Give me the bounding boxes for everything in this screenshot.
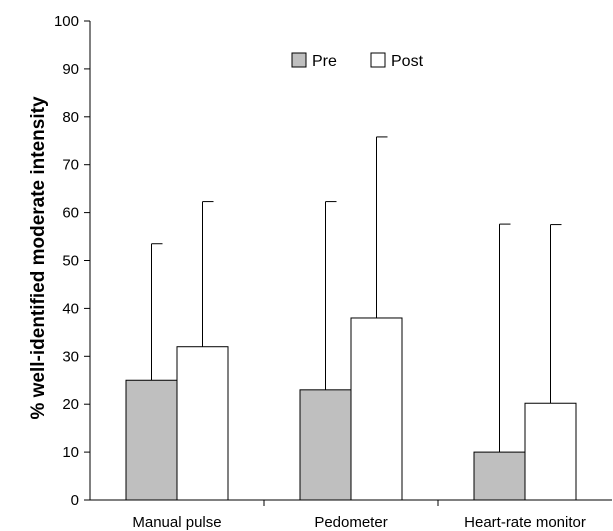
bars — [125, 136, 577, 501]
bar — [299, 389, 352, 501]
y-tick-label: 0 — [71, 492, 79, 509]
bar — [125, 379, 178, 501]
y-tick-label: 70 — [62, 157, 79, 174]
x-category-label: Manual pulse — [132, 514, 221, 531]
y-tick-label: 80 — [62, 109, 79, 126]
legend-swatch — [370, 52, 386, 68]
bar — [176, 346, 229, 501]
y-tick-label: 20 — [62, 396, 79, 413]
legend-label: Pre — [312, 53, 337, 70]
legend-label: Post — [391, 53, 424, 70]
y-tick-label: 30 — [62, 348, 79, 365]
bar — [350, 317, 403, 501]
axes: 0 10 20 30 40 50 60 70 80 90 100 Manual pulse Pedome… — [54, 13, 612, 531]
y-tick-label: 100 — [54, 13, 79, 30]
y-tick-label: 90 — [62, 61, 79, 78]
y-tick-label: 60 — [62, 205, 79, 222]
bar — [473, 451, 526, 501]
x-category-label: Heart-rate monitor — [464, 514, 586, 531]
bar — [524, 402, 577, 501]
legend: Pre Post — [291, 52, 424, 70]
y-axis-title: % well-identified moderate intensity — [28, 96, 49, 419]
y-tick-label: 40 — [62, 300, 79, 317]
x-category-label: Pedometer — [314, 514, 387, 531]
y-tick-label: 10 — [62, 444, 79, 461]
legend-swatch — [291, 52, 307, 68]
y-tick-label: 50 — [62, 253, 79, 270]
